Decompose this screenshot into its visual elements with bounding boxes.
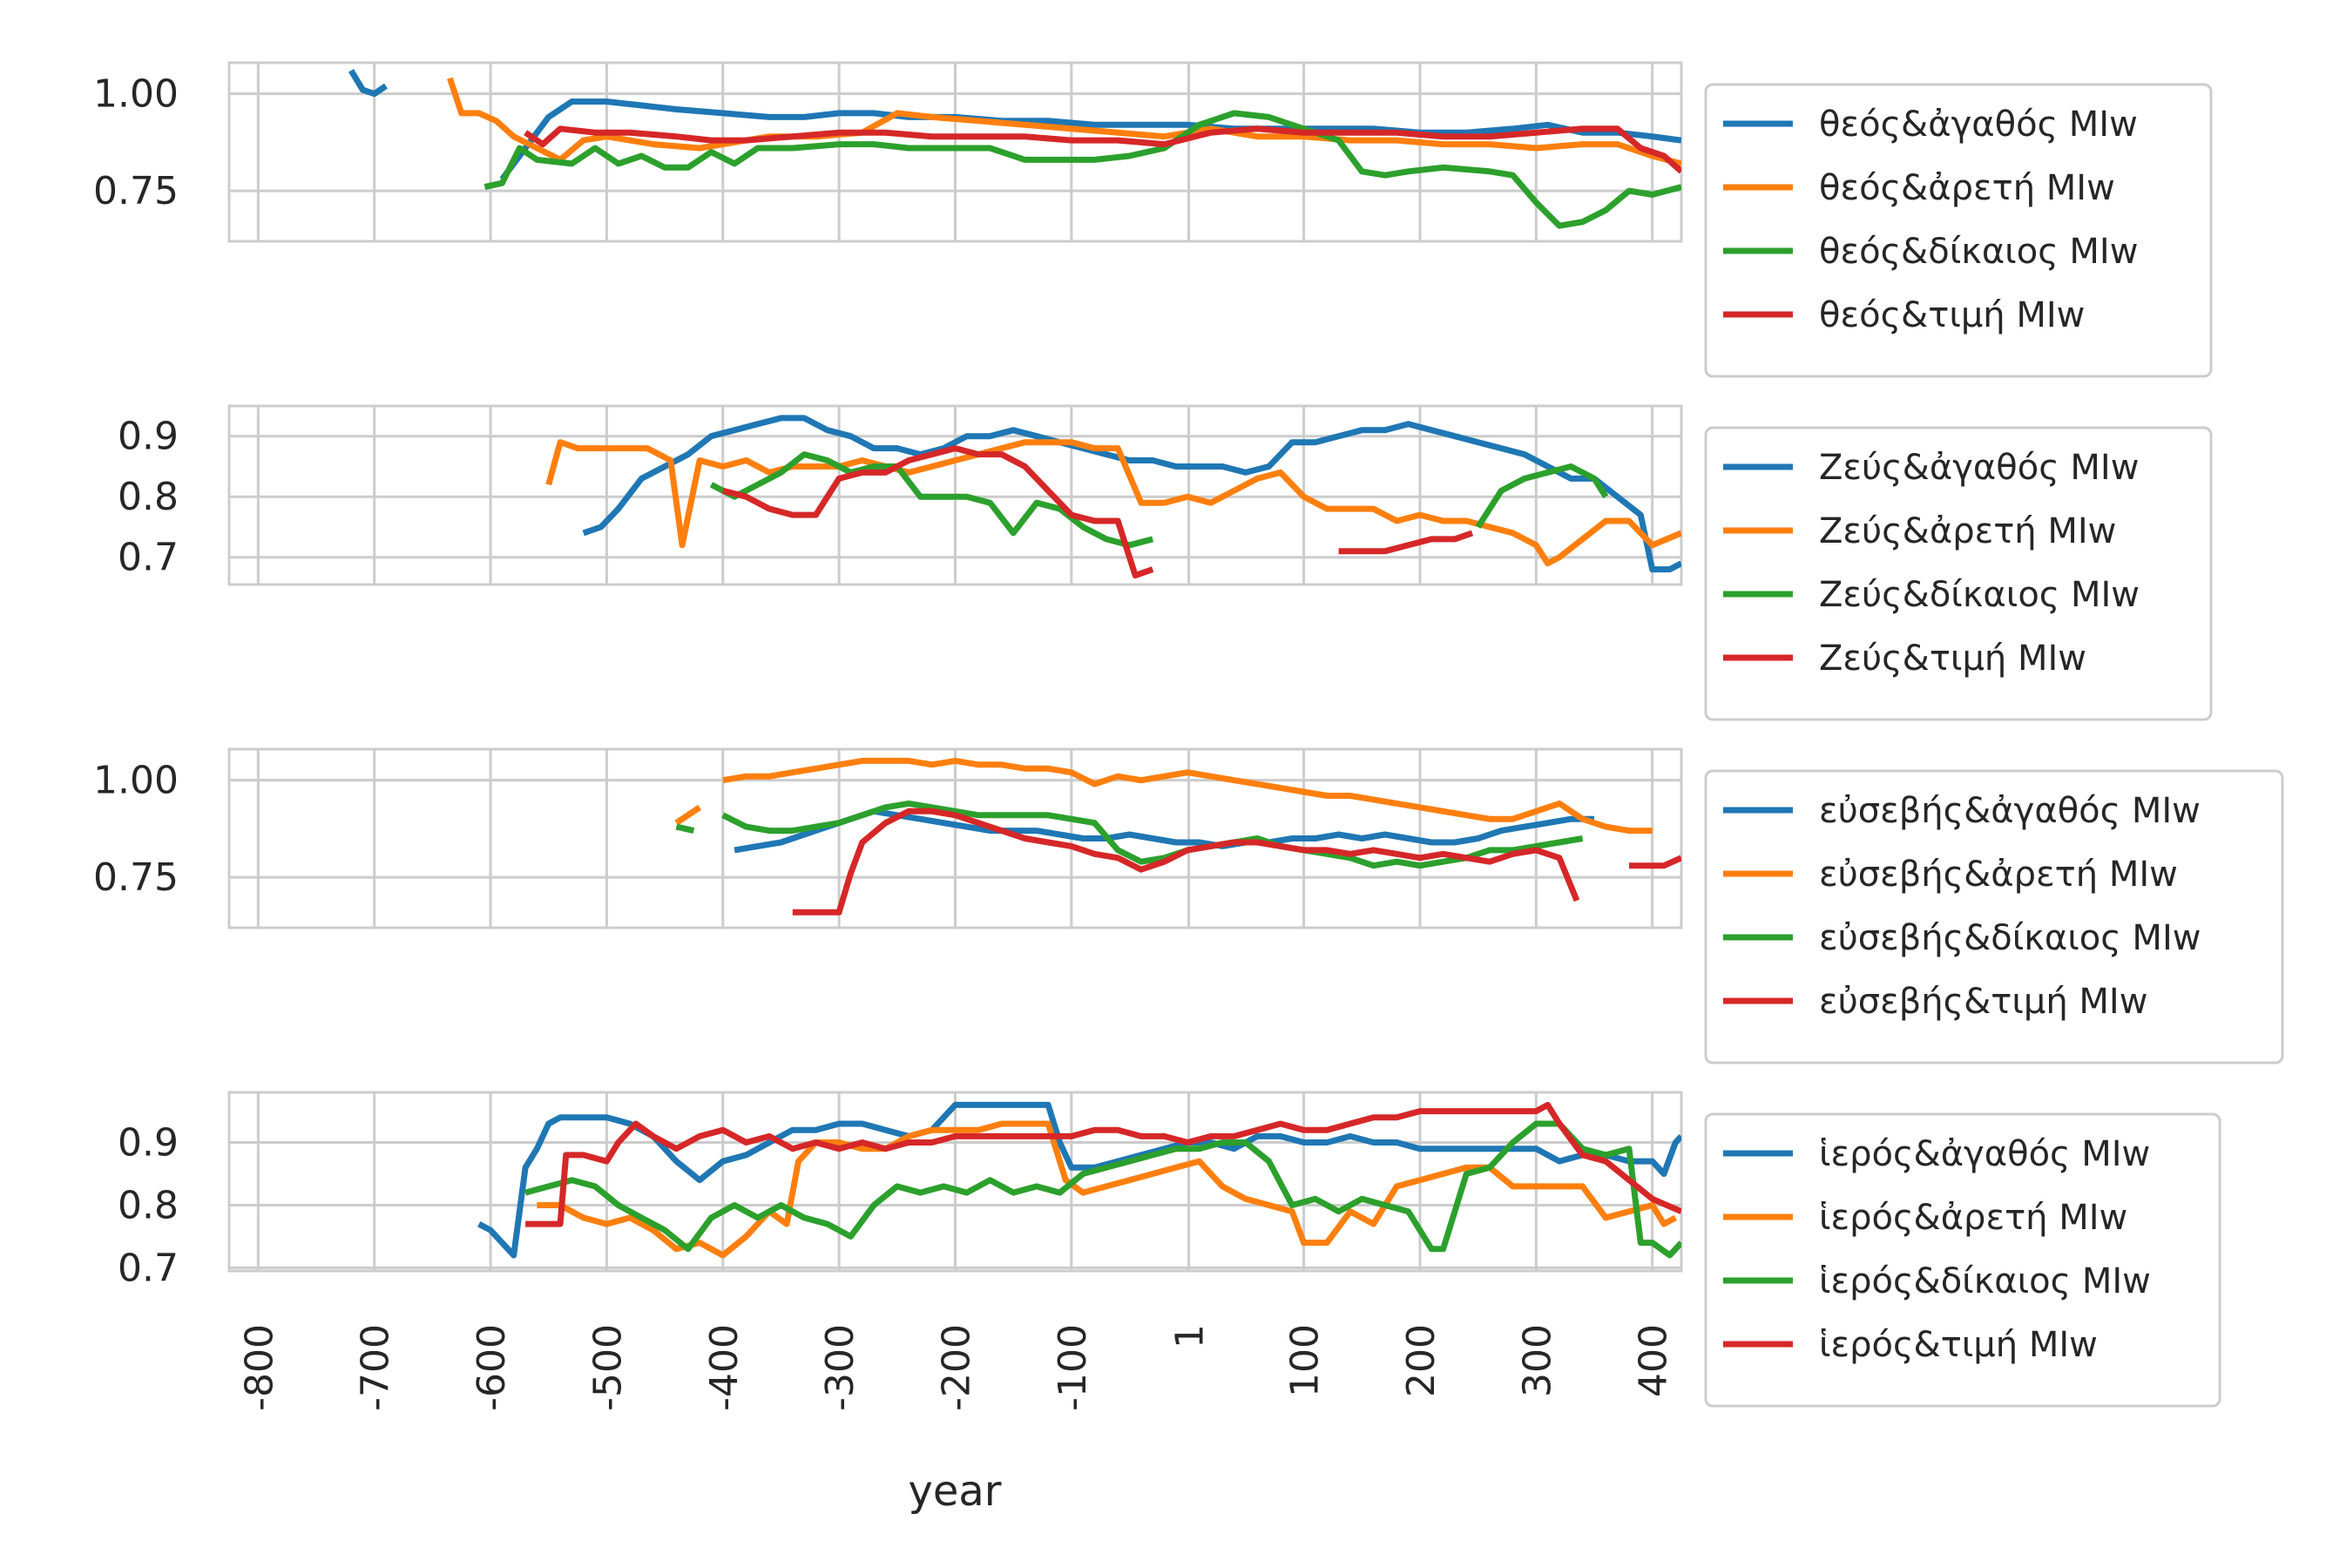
legend-frame bbox=[1704, 769, 2284, 1064]
legend-entry: Ζεύς&ἀγαθός MIw bbox=[1819, 448, 2139, 488]
series-line bbox=[709, 451, 1154, 549]
legend: Ζεύς&ἀγαθός MIw Ζεύς&ἀρετή MIw Ζεύς&δίκαιο… bbox=[1704, 426, 2213, 721]
series-line bbox=[524, 125, 1681, 174]
legend: εὐσεβής&ἀγαθός MIw εὐσεβής&ἀρετή MIw εὐσεβ… bbox=[1704, 769, 2284, 1064]
legend-entry: θεός&ἀγαθός MIw bbox=[1819, 105, 2138, 145]
y-tick-label: 1.00 bbox=[93, 759, 179, 803]
legend-entry: εὐσεβής&ἀρετή MIw bbox=[1819, 855, 2178, 895]
y-tick-label: 0.75 bbox=[93, 169, 179, 213]
series-line bbox=[348, 69, 388, 98]
series-line bbox=[524, 1120, 1681, 1259]
x-tick-label: -800 bbox=[237, 1324, 281, 1411]
series-line bbox=[477, 1101, 1681, 1259]
y-tick-label: 0.7 bbox=[118, 536, 179, 580]
series-line bbox=[545, 439, 1681, 567]
series-line bbox=[1475, 463, 1609, 529]
panel-4: 0.9 0.8 0.7 ἱερός&ἀγαθός MIw ἱερός&ἀρετή MIw… bbox=[118, 1091, 2221, 1408]
x-tick-label: -700 bbox=[354, 1324, 398, 1411]
series-line bbox=[447, 77, 1681, 167]
y-tick-label: 0.8 bbox=[118, 475, 179, 519]
legend-frame bbox=[1704, 426, 2213, 721]
x-tick-label: -600 bbox=[470, 1324, 514, 1411]
series-line bbox=[483, 110, 1681, 229]
y-tick-label: 0.9 bbox=[118, 415, 179, 459]
x-tick-label: 100 bbox=[1283, 1324, 1328, 1397]
legend-frame bbox=[1704, 83, 2213, 378]
series-line bbox=[721, 445, 1154, 579]
series-line bbox=[1629, 855, 1681, 869]
series-line bbox=[525, 1101, 1681, 1227]
x-tick-label: 400 bbox=[1632, 1324, 1676, 1397]
x-tick-label: -400 bbox=[702, 1324, 747, 1411]
y-tick-label: 0.9 bbox=[118, 1121, 179, 1166]
panel-frame bbox=[227, 404, 1683, 586]
series-line bbox=[499, 98, 1681, 181]
series-lines bbox=[477, 1101, 1681, 1259]
x-tick-label: 200 bbox=[1399, 1324, 1444, 1397]
legend-entry: Ζεύς&τιμή MIw bbox=[1819, 639, 2086, 679]
series-lines bbox=[348, 69, 1681, 229]
x-tick-label: -100 bbox=[1051, 1324, 1095, 1411]
legend-entry: ἱερός&τιμή MIw bbox=[1819, 1325, 2098, 1365]
x-axis-label: year bbox=[908, 1467, 1001, 1516]
series-line bbox=[674, 804, 702, 826]
legend-entry: ἱερός&ἀρετή MIw bbox=[1819, 1198, 2127, 1238]
legend-entry: θεός&τιμή MIw bbox=[1819, 295, 2085, 335]
x-axis: -800 -700 -600 -500 -400 -300 -200 -100 1 100 200 3… bbox=[237, 1324, 1675, 1411]
legend-entry: θεός&ἀρετή MIw bbox=[1819, 168, 2115, 208]
legend-entry: εὐσεβής&δίκαιος MIw bbox=[1819, 918, 2201, 958]
series-line bbox=[537, 1120, 1677, 1259]
legend-entry: Ζεύς&δίκαιος MIw bbox=[1819, 575, 2140, 615]
y-tick-label: 0.8 bbox=[118, 1183, 179, 1227]
legend-entry: ἱερός&δίκαιος MIw bbox=[1819, 1261, 2151, 1301]
legend-entry: Ζεύς&ἀρετή MIw bbox=[1819, 511, 2116, 551]
legend-entry: ἱερός&ἀγαθός MIw bbox=[1819, 1134, 2150, 1174]
series-line bbox=[721, 800, 1584, 869]
series-line bbox=[582, 415, 1681, 573]
panel-frame bbox=[227, 747, 1683, 929]
x-tick-label: 300 bbox=[1515, 1324, 1559, 1397]
series-line bbox=[792, 808, 1580, 916]
panel-frame bbox=[227, 1091, 1683, 1273]
y-tick-label: 1.00 bbox=[93, 72, 179, 117]
legend: θεός&ἀγαθός MIw θεός&ἀρετή MIw θεός&δίκαιο… bbox=[1704, 83, 2213, 378]
legend-entry: θεός&δίκαιος MIw bbox=[1819, 232, 2138, 272]
y-tick-label: 0.7 bbox=[118, 1246, 179, 1290]
x-tick-label: -300 bbox=[818, 1324, 862, 1411]
x-tick-label: -200 bbox=[935, 1324, 979, 1411]
x-tick-label: -500 bbox=[585, 1324, 630, 1411]
x-tick-label: 1 bbox=[1168, 1324, 1213, 1348]
legend-frame bbox=[1704, 1112, 2221, 1408]
series-line bbox=[1338, 530, 1474, 555]
legend-entry: εὐσεβής&τιμή MIw bbox=[1819, 982, 2147, 1022]
panel-3: 1.00 0.75 εὐσεβής&ἀγαθός MIw εὐσεβής&ἀρετή … bbox=[93, 747, 2284, 1064]
y-tick-label: 0.75 bbox=[93, 855, 179, 900]
series-line bbox=[722, 757, 1653, 835]
series-lines bbox=[674, 757, 1681, 916]
panel-frame bbox=[227, 61, 1683, 243]
series-lines bbox=[545, 415, 1681, 579]
legend-entry: εὐσεβής&ἀγαθός MIw bbox=[1819, 791, 2201, 831]
legend: ἱερός&ἀγαθός MIw ἱερός&ἀρετή MIw ἱερός&δίκ… bbox=[1704, 1112, 2221, 1408]
series-line bbox=[675, 823, 695, 835]
